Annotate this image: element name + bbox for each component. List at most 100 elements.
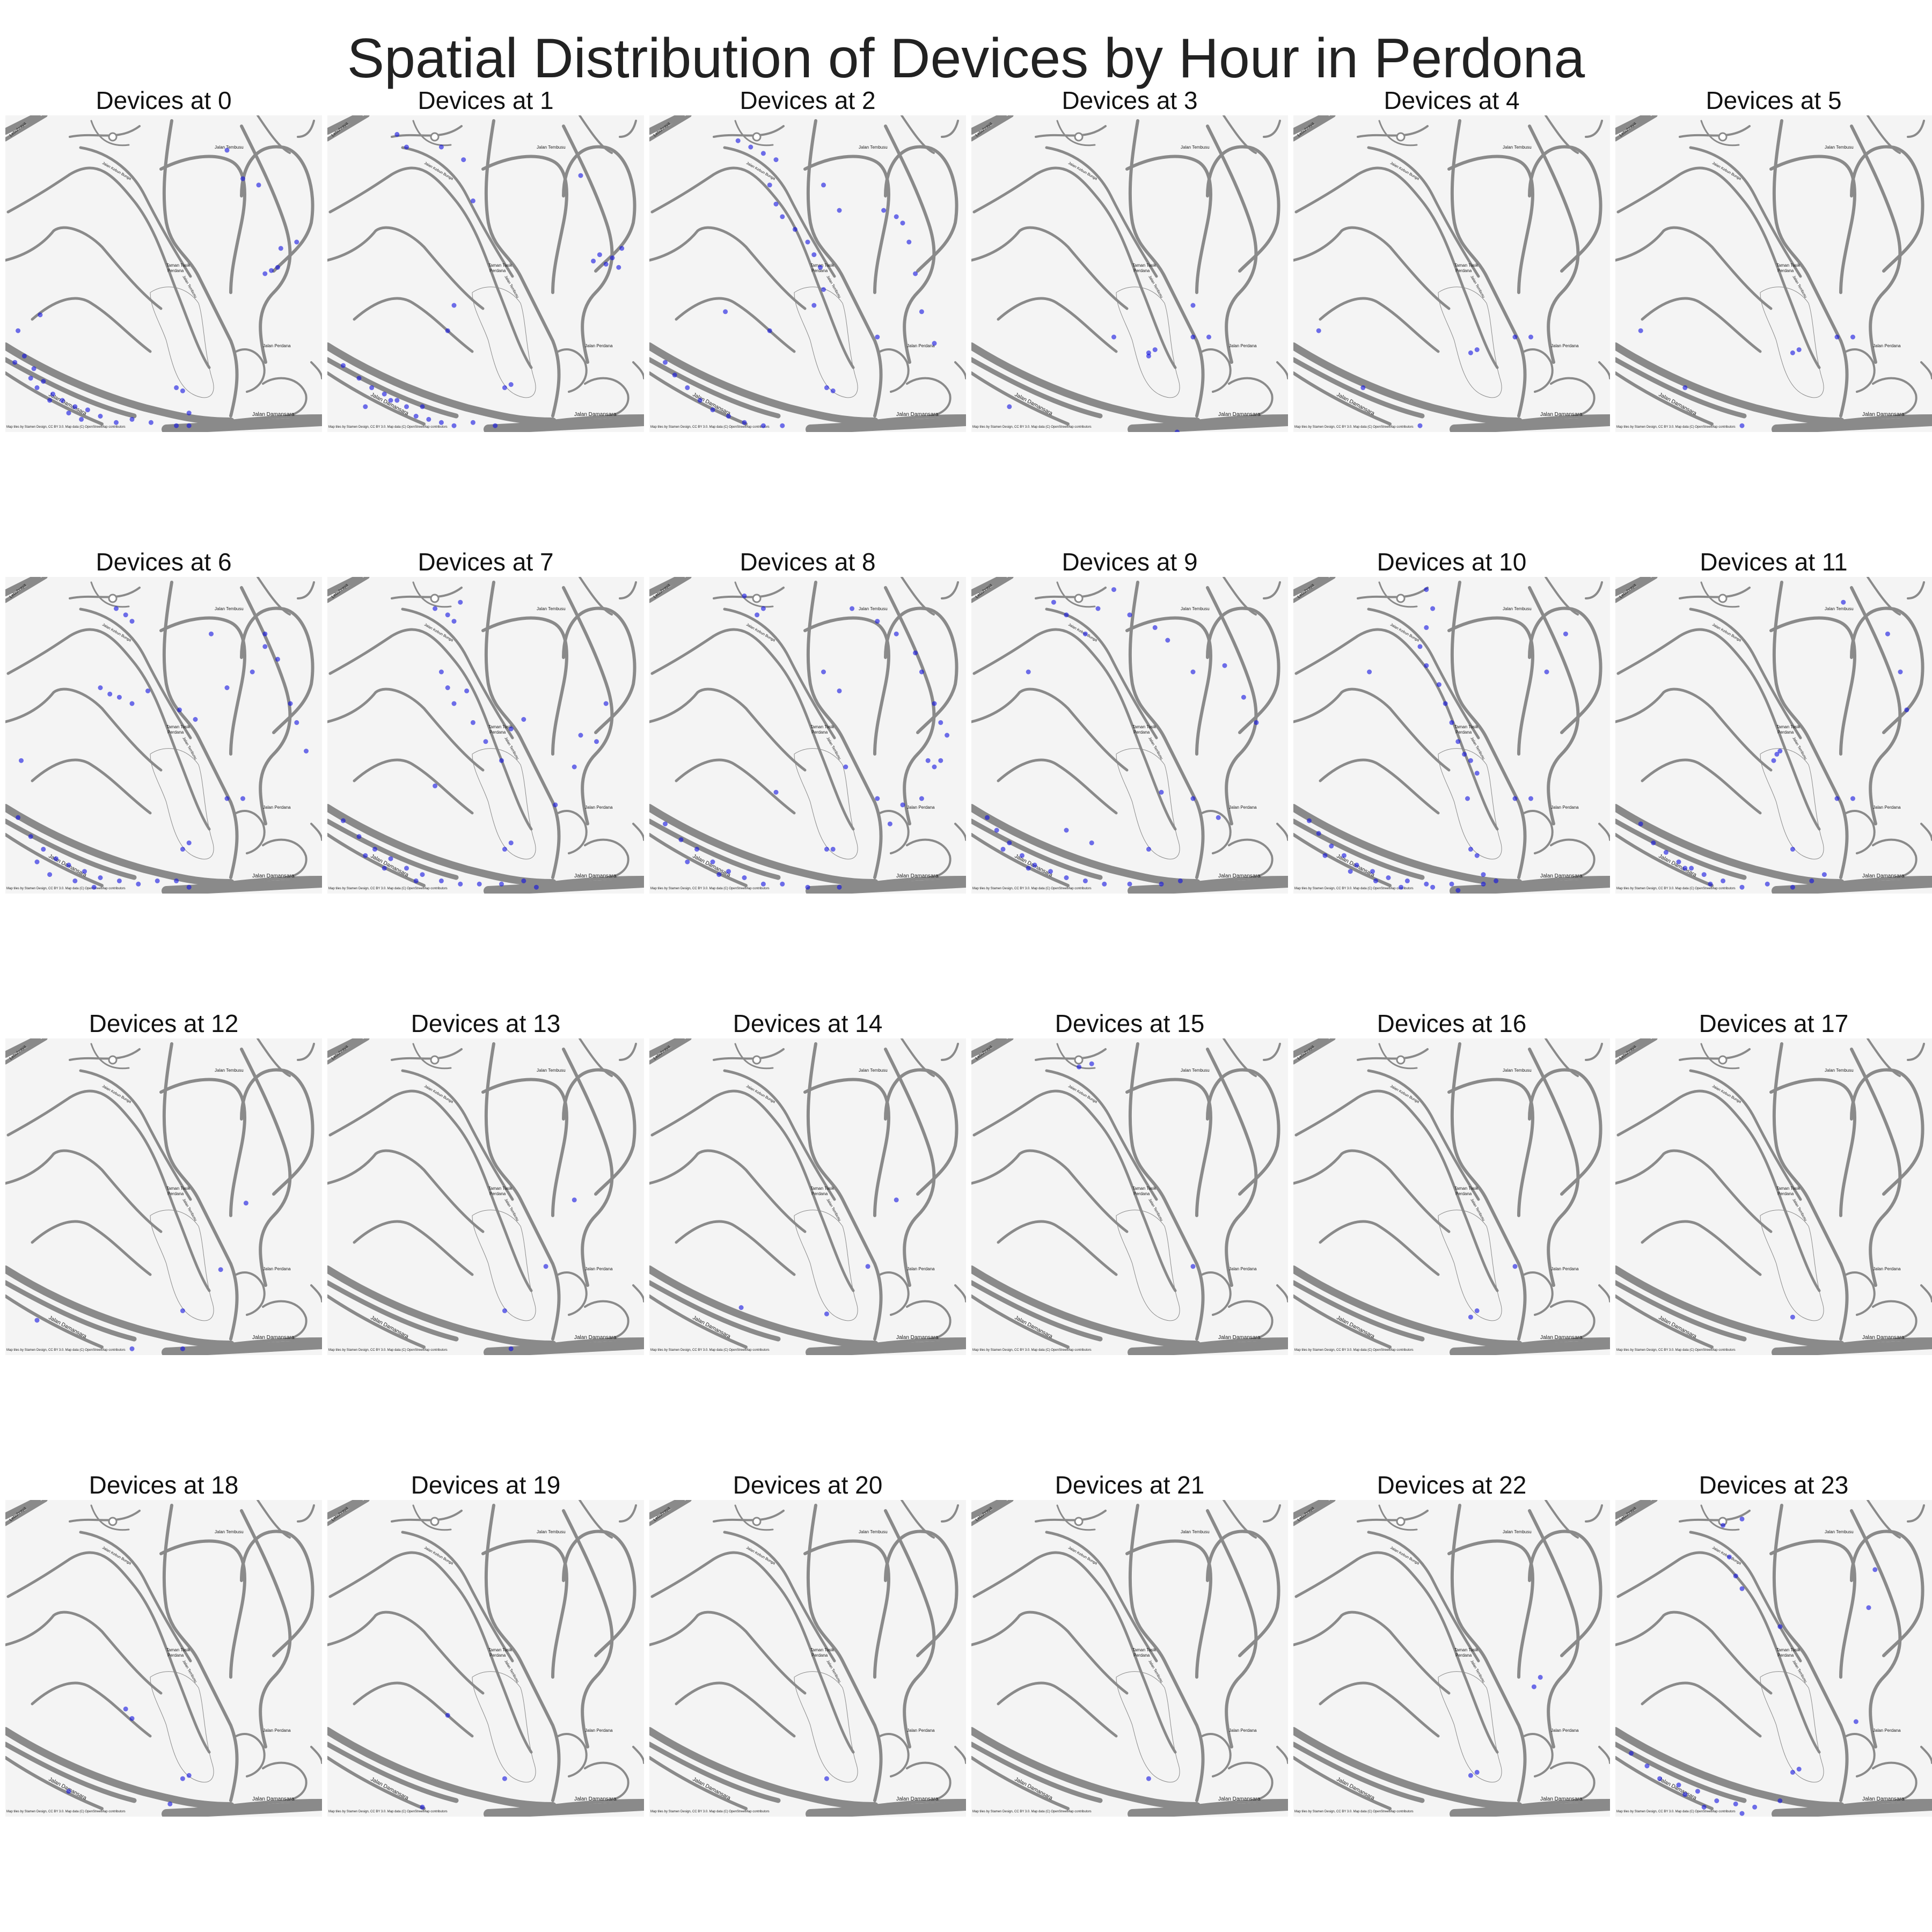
device-point	[1316, 831, 1321, 836]
device-point	[19, 758, 24, 763]
road-line	[327, 371, 426, 426]
device-point	[1638, 328, 1643, 333]
map-label-perdana: Perdana	[1455, 1191, 1472, 1196]
device-point	[780, 423, 785, 428]
device-point	[894, 214, 899, 219]
device-point	[1360, 385, 1366, 390]
map-label-attribution: Map tiles by Stamen Design, CC BY 3.0. M…	[1294, 887, 1414, 890]
map-label-jalan-damansara: Jalan Damansara	[574, 1335, 617, 1341]
map-label-taman-tasik: Taman Tasik	[166, 1186, 191, 1191]
map-label-taman-tasik: Taman Tasik	[810, 1186, 835, 1191]
device-point	[180, 1308, 185, 1313]
device-point	[773, 157, 779, 163]
device-point	[47, 872, 53, 877]
device-point	[426, 416, 431, 422]
device-point	[742, 593, 747, 598]
road-line	[1367, 146, 1480, 278]
road-line	[1839, 1799, 1932, 1807]
road-line	[1615, 804, 1845, 887]
road-line	[1679, 1048, 1751, 1061]
map-label-jalan-perdana: Jalan Perdana	[907, 1728, 935, 1733]
roundabout-marker	[1074, 1517, 1084, 1526]
road-line	[1293, 577, 1329, 596]
road-line	[484, 1504, 561, 1802]
road-line	[649, 577, 692, 603]
road-line	[1450, 1340, 1610, 1355]
device-point	[250, 669, 255, 675]
road-line	[1045, 146, 1158, 278]
road-line	[79, 1069, 192, 1201]
map-panel-hour-12: Devices at 12 Jalan Tembusu Taman Tasik Per…	[5, 1004, 322, 1465]
map-panel-hour-4: Devices at 4 Jalan Tembusu Taman Tasik Perd…	[1293, 80, 1610, 542]
device-point	[174, 423, 179, 428]
road-line	[649, 1611, 807, 1695]
road-line	[484, 878, 644, 894]
device-point	[1430, 606, 1436, 611]
road-line	[723, 1069, 836, 1201]
device-point	[1676, 859, 1681, 865]
device-point	[837, 208, 842, 213]
device-point	[1386, 875, 1391, 880]
road-line	[1450, 1801, 1610, 1817]
road-line	[971, 357, 1103, 419]
map-label-jalan-perdana: Jalan Perdana	[263, 343, 291, 348]
road-line	[1128, 1504, 1205, 1802]
device-point	[129, 701, 135, 706]
device-point	[186, 840, 192, 846]
road-line	[734, 581, 774, 608]
road-line	[310, 361, 322, 379]
lake-shape	[794, 1210, 858, 1321]
road-line	[901, 577, 935, 616]
road-line	[1616, 1551, 1821, 1754]
roundabout-marker	[1718, 594, 1728, 603]
road-line	[412, 120, 452, 147]
device-point	[394, 131, 400, 137]
device-point	[294, 720, 299, 725]
map-label-jalan-damansara: Jalan Damansara	[1218, 1796, 1261, 1802]
road-line	[941, 120, 959, 138]
road-line	[649, 1038, 685, 1058]
road-line	[484, 119, 561, 418]
road-line	[327, 1265, 557, 1348]
device-point	[760, 423, 766, 428]
lake-shape	[472, 1671, 536, 1783]
road-line	[1319, 297, 1440, 353]
road-line	[327, 1727, 557, 1810]
device-point	[1254, 720, 1259, 725]
road-line	[806, 119, 883, 418]
road-line	[873, 1799, 966, 1807]
device-point	[1790, 884, 1795, 890]
lake-shape	[794, 287, 858, 398]
road-line	[806, 1801, 966, 1817]
map-label-jalan-tembusu: Jalan Tembusu	[1825, 606, 1854, 611]
road-line	[1545, 1038, 1579, 1077]
panel-title: Devices at 5	[1706, 86, 1842, 114]
road-line	[240, 145, 314, 273]
road-line	[1907, 120, 1925, 138]
device-point	[1538, 1674, 1543, 1680]
map-label-jalan-tembusu: Jalan Tembusu	[537, 145, 566, 150]
map-panel-hour-14: Devices at 14 Jalan Tembusu Taman Tasik Per…	[649, 1004, 966, 1465]
road-line	[906, 377, 952, 417]
device-point	[438, 878, 444, 883]
road-line	[1128, 878, 1288, 894]
device-point	[1329, 844, 1334, 848]
road-line	[484, 1801, 644, 1817]
map-label-taman-tasik: Taman Tasik	[810, 263, 835, 268]
road-line	[1615, 226, 1773, 310]
road-line	[1615, 1294, 1714, 1349]
road-line	[1523, 810, 1554, 854]
device-point	[875, 796, 880, 801]
map-label-jalan-damansara: Jalan Damansara	[1218, 873, 1261, 879]
road-line	[1378, 1043, 1418, 1070]
road-line	[1128, 581, 1205, 879]
roundabout-marker	[108, 1055, 118, 1065]
map-label-attribution: Map tiles by Stamen Design, CC BY 3.0. M…	[650, 1349, 770, 1352]
device-point	[1322, 853, 1328, 858]
road-line	[1201, 810, 1232, 854]
road-line	[972, 166, 1177, 369]
road-line	[1769, 155, 1856, 294]
road-line	[971, 1149, 1129, 1233]
